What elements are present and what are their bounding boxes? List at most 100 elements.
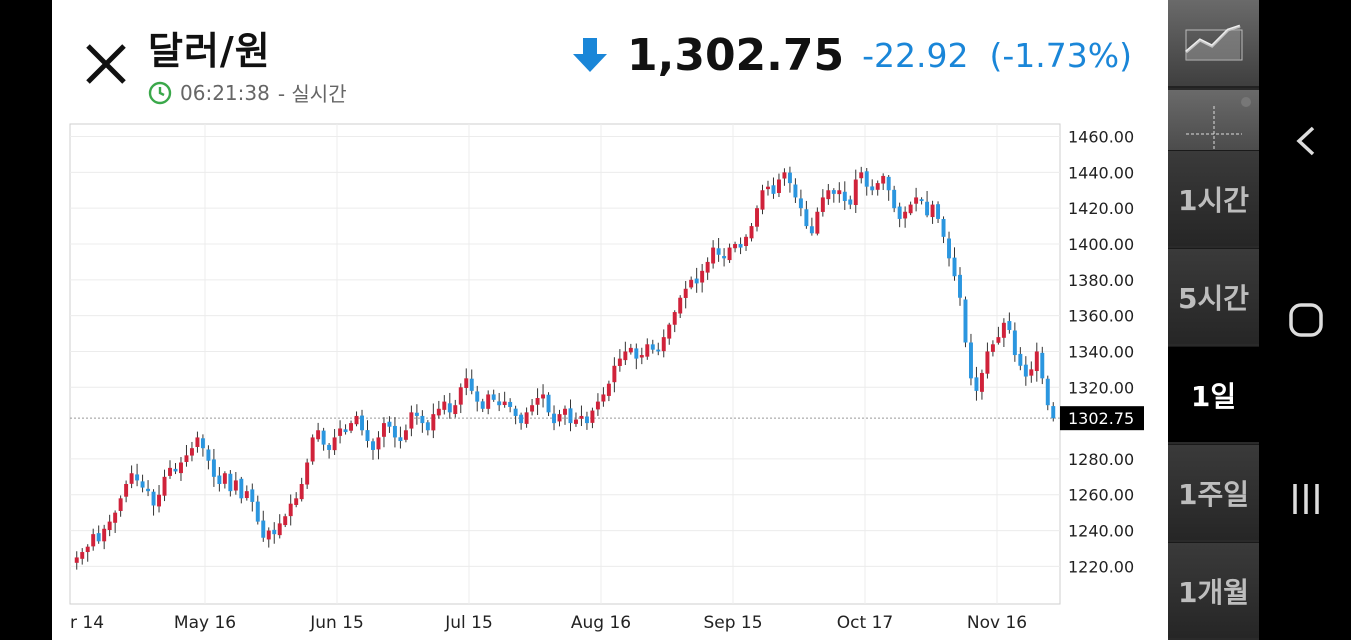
candle-body <box>974 377 979 391</box>
candle-body <box>705 261 710 273</box>
x-tick-label: Oct 17 <box>837 613 893 633</box>
candle-body <box>513 408 518 416</box>
candle-body <box>601 394 606 402</box>
candle-body <box>277 523 282 536</box>
candle-body <box>310 437 315 462</box>
timeframe-tab[interactable]: 1시간 <box>1168 150 1259 246</box>
candle-body <box>480 401 485 409</box>
candle-body <box>650 344 655 350</box>
candle-body <box>261 520 266 538</box>
candle-body <box>892 189 897 209</box>
candle-body <box>211 459 216 477</box>
candle-body <box>129 473 134 484</box>
candle-body <box>91 534 96 547</box>
candle-body <box>612 365 617 383</box>
candle-body <box>859 172 864 179</box>
candle-body <box>354 415 359 425</box>
candle-body <box>870 186 875 191</box>
candle-body <box>381 423 386 437</box>
candle-body <box>804 209 809 227</box>
candle-body <box>442 401 447 410</box>
candle-body <box>244 491 249 499</box>
candle-body <box>837 190 842 195</box>
candle-body <box>667 324 672 339</box>
candle-body <box>968 342 973 379</box>
candle-body <box>189 448 194 456</box>
timeframe-tab[interactable]: 1일 <box>1168 346 1259 442</box>
candle-body <box>530 405 535 412</box>
line-chart-icon <box>1185 24 1243 61</box>
y-tick-label: 1420.00 <box>1068 199 1134 218</box>
y-tick-label: 1460.00 <box>1068 128 1134 147</box>
candle-body <box>738 244 743 248</box>
x-tick-label: Nov 16 <box>967 613 1027 633</box>
candle-body <box>107 521 112 531</box>
candle-body <box>853 179 858 206</box>
candle-body <box>1023 364 1028 377</box>
candle-body <box>387 421 392 427</box>
candle-body <box>678 297 683 314</box>
timeframe-tab[interactable]: 1개월 <box>1168 542 1259 638</box>
candle-body <box>519 414 524 424</box>
candle-body <box>661 337 666 352</box>
y-tick-label: 1440.00 <box>1068 163 1134 182</box>
candle-body <box>425 422 430 431</box>
candle-body <box>343 429 348 433</box>
candle-body <box>486 394 491 409</box>
change-value: -22.92 <box>862 36 969 75</box>
candle-body <box>349 423 354 431</box>
down-arrow-icon <box>573 37 607 72</box>
candle-body <box>563 408 567 415</box>
back-icon[interactable] <box>1281 116 1331 166</box>
y-tick-label: 1220.00 <box>1068 557 1134 576</box>
candle-body <box>694 278 699 284</box>
candle-body <box>963 299 968 343</box>
recent-apps-icon[interactable] <box>1281 474 1331 524</box>
chart-type-button[interactable] <box>1168 0 1259 88</box>
candlestick-chart[interactable]: 1220.00 1240.00 1260.00 1280.00 1320.00 1340.… <box>52 0 1168 640</box>
candle-body <box>371 441 375 450</box>
y-tick-label: 1240.00 <box>1068 522 1134 541</box>
candle-body <box>96 533 101 542</box>
candle-body <box>645 344 650 357</box>
update-time: 06:21:38 <box>180 80 270 105</box>
candle-body <box>815 211 820 234</box>
candle-body <box>294 498 299 505</box>
candle-body <box>305 462 310 485</box>
y-tick-label: 1280.00 <box>1068 450 1134 469</box>
candle-body <box>162 476 167 496</box>
candle-body <box>711 247 716 264</box>
candle-body <box>288 503 293 517</box>
candle-body <box>848 199 853 205</box>
y-tick-label: 1340.00 <box>1068 342 1134 361</box>
candle-body <box>787 172 792 184</box>
candle-body <box>173 468 178 472</box>
close-icon[interactable] <box>82 40 130 88</box>
candle-body <box>491 394 496 400</box>
candle-body <box>700 270 705 283</box>
candle-body <box>584 416 589 424</box>
candle-body <box>952 257 957 277</box>
candle-body <box>272 529 277 535</box>
candle-body <box>689 279 694 288</box>
candle-body <box>568 408 573 424</box>
timeframe-tab[interactable]: 5시간 <box>1168 248 1259 344</box>
candle-body <box>327 444 332 450</box>
candle-body <box>135 474 140 481</box>
candle-body <box>826 190 831 200</box>
candle-body <box>1040 352 1045 379</box>
clock-icon <box>148 81 172 104</box>
x-tick-label: Aug 16 <box>571 613 631 633</box>
home-icon[interactable] <box>1281 295 1331 345</box>
candle-body <box>146 488 151 492</box>
candle-body <box>617 358 622 366</box>
timeframe-tab[interactable]: 1주일 <box>1168 444 1259 540</box>
y-tick-label: 1320.00 <box>1068 378 1134 397</box>
candle-body <box>546 394 551 413</box>
candle-body <box>376 437 381 450</box>
candle-body <box>628 347 633 353</box>
candle-body <box>332 437 337 451</box>
y-tick-label: 1260.00 <box>1068 486 1134 505</box>
realtime-label: - 실시간 <box>277 82 347 106</box>
candle-body <box>749 226 754 239</box>
